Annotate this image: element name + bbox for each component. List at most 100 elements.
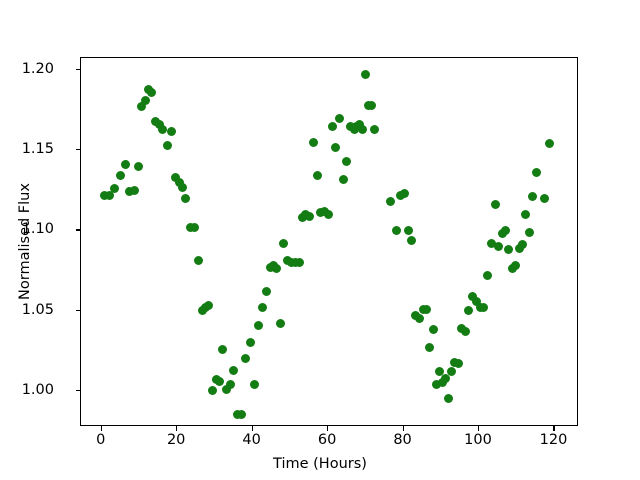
scatter-point <box>431 379 441 389</box>
scatter-point <box>511 261 521 271</box>
x-tick-label: 120 <box>539 432 568 448</box>
scatter-point <box>257 302 267 312</box>
scatter-point <box>434 367 444 377</box>
scatter-point <box>446 367 456 377</box>
scatter-point <box>366 100 376 110</box>
scatter-point <box>134 161 144 171</box>
scatter-point <box>229 365 239 375</box>
scatter-point <box>494 242 504 251</box>
scatter-point <box>354 120 364 130</box>
scatter-point <box>204 301 214 311</box>
scatter-point <box>177 182 187 192</box>
scatter-point <box>369 124 379 134</box>
y-tick-label: 1.00 <box>21 381 54 398</box>
scatter-point <box>147 87 157 97</box>
x-axis-label: Time (Hours) <box>273 456 367 472</box>
scatter-point <box>486 238 496 248</box>
scatter-point <box>464 306 474 316</box>
x-tick-label: 100 <box>464 432 492 448</box>
x-tick-mark <box>553 426 555 431</box>
scatter-point <box>207 386 217 396</box>
scatter-point <box>158 124 168 134</box>
scatter-point <box>400 189 410 199</box>
scatter-point <box>140 96 150 106</box>
y-tick-label: 1.20 <box>21 61 54 78</box>
scatter-point <box>193 256 203 266</box>
x-tick-label: 80 <box>393 432 412 448</box>
scatter-point <box>479 302 489 312</box>
y-tick-label: 1.05 <box>21 301 54 318</box>
scatter-point <box>407 235 417 245</box>
scatter-point <box>528 192 538 202</box>
scatter-point <box>331 142 341 152</box>
scatter-point <box>245 338 255 348</box>
x-tick-label: 20 <box>166 432 186 448</box>
scatter-point <box>154 120 164 130</box>
scatter-point <box>241 354 251 364</box>
scatter-point <box>460 327 470 337</box>
y-axis-label: Normalised Flux <box>17 183 33 300</box>
scatter-point <box>327 121 337 131</box>
scatter-point <box>218 344 228 354</box>
scatter-point <box>422 304 432 314</box>
scatter-point <box>120 160 130 170</box>
y-tick-mark <box>75 309 80 311</box>
scatter-point <box>189 222 199 232</box>
y-tick-mark <box>75 389 80 391</box>
scatter-point <box>391 225 401 235</box>
scatter-point <box>437 378 447 388</box>
y-tick-mark <box>75 229 80 231</box>
scatter-point <box>483 270 493 280</box>
scatter-point <box>342 156 352 166</box>
scatter-point <box>338 174 348 184</box>
x-tick-label: 0 <box>96 432 106 448</box>
y-tick-label: 1.10 <box>21 221 54 238</box>
scatter-point <box>275 319 285 329</box>
scatter-point <box>167 126 177 136</box>
scatter-point <box>425 343 435 353</box>
scatter-point <box>261 286 271 296</box>
scatter-point <box>334 113 344 123</box>
scatter-point <box>225 379 235 389</box>
scatter-point <box>524 227 534 237</box>
scatter-point <box>521 209 531 219</box>
scatter-point <box>403 225 413 235</box>
scatter-point <box>254 320 264 330</box>
scatter-point <box>250 379 260 389</box>
x-tick-mark <box>251 426 253 431</box>
scatter-point <box>110 184 120 194</box>
scatter-point <box>357 124 367 134</box>
scatter-point <box>308 137 318 147</box>
scatter-point <box>428 325 438 335</box>
scatter-point <box>360 70 370 80</box>
scatter-point <box>272 264 282 274</box>
scatter-point <box>453 359 463 369</box>
x-tick-label: 40 <box>242 432 261 448</box>
x-tick-mark <box>176 426 178 431</box>
x-tick-mark <box>478 426 480 431</box>
scatter-point <box>171 173 181 183</box>
scatter-point <box>532 168 542 178</box>
scatter-point <box>214 376 224 386</box>
scatter-point <box>237 410 247 420</box>
scatter-point <box>125 187 135 197</box>
plot-area <box>80 57 578 426</box>
scatter-point <box>162 140 172 150</box>
scatter-point <box>294 258 304 268</box>
scatter-point <box>129 185 139 195</box>
x-tick-label: 60 <box>317 432 337 448</box>
scatter-point <box>323 209 333 219</box>
scatter-point <box>539 193 549 203</box>
scatter-point <box>174 177 184 187</box>
scatter-point <box>116 171 126 181</box>
scatter-point <box>279 238 289 248</box>
x-tick-mark <box>402 426 404 431</box>
scatter-point <box>504 245 514 255</box>
scatter-point <box>443 394 453 404</box>
scatter-point <box>181 193 191 203</box>
scatter-point <box>500 225 510 235</box>
scatter-point <box>100 190 110 200</box>
scatter-point <box>312 171 322 181</box>
scatter-point <box>414 314 424 324</box>
